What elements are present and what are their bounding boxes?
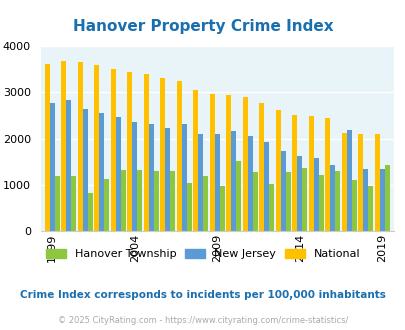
Bar <box>99 113 104 231</box>
Bar <box>379 169 384 231</box>
Bar <box>137 171 142 231</box>
Bar <box>264 142 269 231</box>
Bar <box>384 165 389 231</box>
Bar <box>329 165 335 231</box>
Bar <box>335 171 339 231</box>
Bar <box>55 176 60 231</box>
Bar <box>292 115 296 231</box>
Bar <box>87 193 92 231</box>
Bar <box>115 117 120 231</box>
Text: Crime Index corresponds to incidents per 100,000 inhabitants: Crime Index corresponds to incidents per… <box>20 290 385 300</box>
Bar <box>367 186 372 231</box>
Bar <box>198 134 202 231</box>
Bar <box>49 103 55 231</box>
Bar <box>94 65 99 231</box>
Bar <box>61 61 66 231</box>
Bar <box>346 130 351 231</box>
Bar <box>127 72 132 231</box>
Bar <box>104 179 109 231</box>
Bar <box>66 100 71 231</box>
Bar <box>259 104 264 231</box>
Bar <box>77 62 83 231</box>
Bar <box>296 156 301 231</box>
Text: © 2025 CityRating.com - https://www.cityrating.com/crime-statistics/: © 2025 CityRating.com - https://www.city… <box>58 315 347 325</box>
Bar <box>362 169 367 231</box>
Bar <box>226 95 231 231</box>
Bar <box>165 128 170 231</box>
Bar <box>219 186 224 231</box>
Bar <box>269 184 273 231</box>
Bar <box>374 134 379 231</box>
Bar <box>83 109 87 231</box>
Bar <box>209 94 214 231</box>
Bar <box>111 69 115 231</box>
Legend: Hanover Township, New Jersey, National: Hanover Township, New Jersey, National <box>41 244 364 263</box>
Bar <box>160 78 165 231</box>
Bar <box>202 176 208 231</box>
Bar <box>308 116 313 231</box>
Bar <box>285 172 290 231</box>
Bar <box>252 172 257 231</box>
Bar <box>324 118 329 231</box>
Bar <box>236 161 241 231</box>
Bar <box>275 111 280 231</box>
Bar <box>214 134 219 231</box>
Text: Hanover Property Crime Index: Hanover Property Crime Index <box>72 19 333 34</box>
Bar <box>318 175 323 231</box>
Bar <box>181 124 186 231</box>
Bar <box>351 180 356 231</box>
Bar <box>71 176 76 231</box>
Bar <box>313 158 318 231</box>
Bar <box>358 134 362 231</box>
Bar <box>247 136 252 231</box>
Bar <box>301 168 307 231</box>
Bar <box>242 97 247 231</box>
Bar <box>153 171 158 231</box>
Bar <box>120 171 125 231</box>
Bar <box>170 171 175 231</box>
Bar <box>186 183 191 231</box>
Bar <box>341 133 346 231</box>
Bar <box>231 131 236 231</box>
Bar <box>280 151 285 231</box>
Bar <box>193 90 198 231</box>
Bar <box>143 74 148 231</box>
Bar <box>176 81 181 231</box>
Bar <box>132 122 137 231</box>
Bar <box>45 64 49 231</box>
Bar <box>148 124 153 231</box>
